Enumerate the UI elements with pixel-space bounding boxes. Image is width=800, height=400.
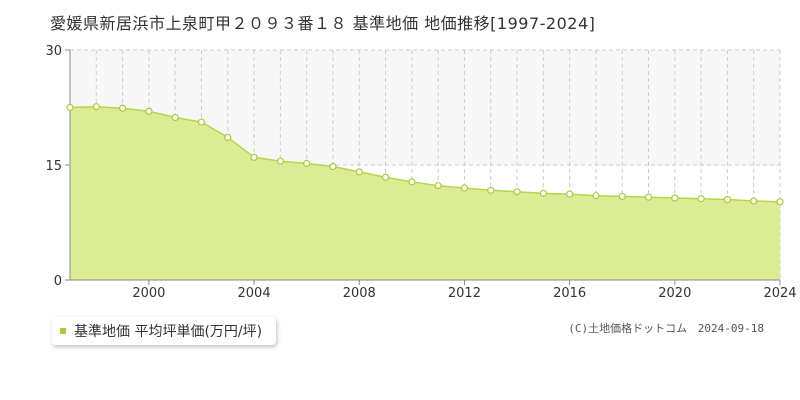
credit-date: 2024-09-18 [697, 322, 764, 335]
x-tick-label: 2004 [238, 286, 271, 301]
data-point [92, 103, 100, 111]
chart-title: 愛媛県新居浜市上泉町甲２０９３番１８ 基準地価 地価推移[1997-2024] [50, 14, 596, 33]
data-point [224, 133, 232, 141]
data-point [381, 173, 390, 181]
y-tick-label: 15 [45, 159, 62, 174]
legend: 基準地価 平均坪単価(万円/坪) [52, 317, 277, 345]
credit-source: (C)土地価格ドットコム [568, 322, 688, 335]
data-point [408, 178, 416, 186]
data-point [145, 107, 153, 115]
series-line [69, 105, 781, 203]
y-tick-label: 0 [54, 274, 62, 289]
data-point [644, 193, 653, 201]
series-area [70, 106, 780, 280]
data-point [513, 188, 521, 196]
credit: (C)土地価格ドットコム 2024-09-18 [566, 320, 766, 336]
x-tick-label: 2012 [448, 286, 481, 301]
data-point [539, 189, 547, 197]
data-point [487, 186, 495, 194]
x-tick-label: 2020 [658, 286, 691, 301]
data-point [460, 184, 469, 192]
data-point [618, 192, 626, 201]
data-point [66, 103, 74, 112]
legend-label: 基準地価 平均坪単価(万円/坪) [74, 324, 263, 340]
data-point [671, 194, 679, 202]
x-tick-label: 2016 [553, 286, 586, 301]
data-point [776, 198, 784, 206]
x-tick-label: 2000 [132, 286, 165, 301]
data-point [276, 157, 284, 165]
data-point [566, 190, 574, 198]
data-point [197, 118, 206, 126]
data-point [697, 195, 705, 203]
legend-marker [60, 328, 66, 334]
data-point [723, 195, 732, 204]
data-point [171, 113, 179, 122]
data-point [329, 162, 337, 171]
data-point [303, 159, 311, 168]
y-tick-label: 30 [45, 44, 62, 59]
data-point [355, 168, 363, 176]
x-tick-label: 2024 [763, 286, 796, 301]
x-tick-label: 2008 [343, 286, 376, 301]
data-point [250, 153, 258, 161]
data-point [750, 197, 758, 205]
data-point [592, 192, 600, 200]
data-point [118, 104, 127, 112]
data-point [434, 182, 442, 190]
